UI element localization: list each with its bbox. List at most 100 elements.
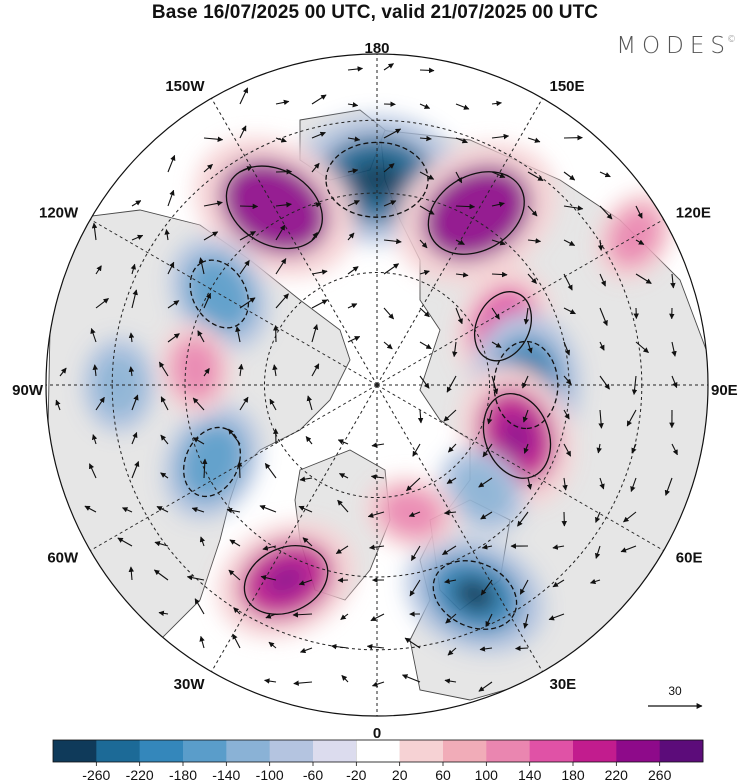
wind-arrow xyxy=(275,202,292,208)
wind-arrow xyxy=(597,239,604,251)
wind-arrow xyxy=(299,647,313,654)
wind-arrow xyxy=(239,166,253,173)
wind-arrow xyxy=(311,162,320,173)
wind-arrow xyxy=(491,375,499,395)
wind-arrow xyxy=(523,307,530,325)
wind-arrow xyxy=(527,238,542,244)
geopotential-contour xyxy=(473,291,532,362)
wind-arrow xyxy=(447,443,457,453)
colorbar: -260 -220 -180 -140 -100 -60 -20 20 60 100 140 180 2… xyxy=(52,739,704,783)
wind-arrow xyxy=(95,297,109,309)
wind-arrow xyxy=(406,477,421,492)
wind-arrow xyxy=(203,136,224,142)
wind-arrow xyxy=(311,324,319,343)
wind-arrow xyxy=(347,266,359,275)
wind-arrow xyxy=(455,103,470,110)
wind-arrow xyxy=(491,239,506,246)
wind-arrow xyxy=(153,569,169,581)
wind-arrow xyxy=(156,506,169,513)
wind-arrow xyxy=(419,135,432,142)
wind-arrow xyxy=(233,607,241,615)
wind-arrow xyxy=(417,409,424,424)
wind-arrow xyxy=(419,67,435,74)
wind-arrow xyxy=(59,367,67,377)
wind-arrow xyxy=(631,443,637,454)
wind-arrow xyxy=(160,396,169,411)
wind-arrow xyxy=(563,239,576,246)
wind-arrow xyxy=(265,613,277,619)
wind-arrow xyxy=(128,332,135,343)
wind-arrow xyxy=(131,289,138,309)
wind-arrow xyxy=(446,375,457,393)
wind-arrow xyxy=(298,505,313,513)
wind-arrow xyxy=(548,613,565,621)
wind-arrow xyxy=(232,633,241,649)
wind-arrow xyxy=(131,200,142,207)
wind-arrow xyxy=(401,674,421,683)
wind-arrow xyxy=(455,137,468,144)
contour-lines xyxy=(183,141,559,630)
colorbar-swatch xyxy=(139,740,184,762)
wind-arrow xyxy=(383,238,402,245)
longitude-label: 90W xyxy=(12,382,44,399)
wind-arrow xyxy=(523,443,529,454)
wind-arrow xyxy=(552,579,565,588)
colorbar-swatch xyxy=(183,740,227,762)
wind-arrow xyxy=(522,409,529,423)
colorbar-tick-label: -20 xyxy=(346,767,366,783)
longitude-label: 120E xyxy=(676,205,711,222)
wind-arrow xyxy=(626,409,637,427)
colorbar-tick-label: 260 xyxy=(648,767,672,783)
geopotential-contour xyxy=(325,141,429,218)
wind-arrow xyxy=(228,569,241,581)
anomaly-core xyxy=(608,205,662,267)
wind-arrow xyxy=(194,598,205,615)
wind-arrow xyxy=(167,189,175,207)
wind-arrow xyxy=(311,202,322,208)
wind-arrow xyxy=(563,307,576,315)
wind-arrow xyxy=(410,545,421,561)
wind-arrow xyxy=(598,409,604,429)
wind-arrow xyxy=(383,128,402,139)
wind-arrow xyxy=(527,137,541,143)
wind-arrow xyxy=(167,261,175,275)
meridian-line xyxy=(211,384,378,672)
wind-arrow xyxy=(236,460,243,479)
wind-arrow xyxy=(262,545,277,551)
colorbar-swatch xyxy=(269,740,314,762)
wind-arrow xyxy=(446,477,457,484)
colorbar-tick-label: 220 xyxy=(605,767,629,783)
wind-arrow xyxy=(370,474,385,480)
colorbar-tick-label: 100 xyxy=(475,767,499,783)
colorbar-tick-label: 60 xyxy=(435,767,451,783)
wind-arrow xyxy=(339,473,349,479)
wind-arrow xyxy=(239,260,250,275)
wind-arrow xyxy=(480,511,493,520)
wind-arrow xyxy=(491,133,510,140)
wind-arrow xyxy=(347,232,355,241)
wind-arrow xyxy=(444,578,457,584)
anomaly-peak xyxy=(452,576,498,614)
wind-arrow xyxy=(131,234,144,241)
longitude-label: 150E xyxy=(550,78,585,95)
colorbar-swatch xyxy=(443,740,487,762)
wind-arrow xyxy=(91,434,98,445)
wind-arrow xyxy=(527,171,544,182)
wind-arrow xyxy=(90,327,97,343)
wind-arrow xyxy=(198,257,205,275)
wind-arrow xyxy=(412,443,421,457)
wind-arrow xyxy=(369,544,385,550)
wind-arrow xyxy=(404,637,421,649)
wind-arrow xyxy=(239,297,256,309)
wind-arrow xyxy=(455,307,463,325)
wind-arrow xyxy=(563,205,584,211)
wind-arrow xyxy=(599,341,605,351)
wind-arrow xyxy=(293,680,313,686)
geopotential-contour xyxy=(225,165,324,250)
wind-arrow xyxy=(563,443,572,457)
colorbar-tick-label: 140 xyxy=(518,767,542,783)
longitude-label: 120W xyxy=(39,205,79,222)
wind-arrow xyxy=(383,163,395,173)
colorbar-frame xyxy=(52,739,704,763)
wind-arrow xyxy=(443,509,457,516)
